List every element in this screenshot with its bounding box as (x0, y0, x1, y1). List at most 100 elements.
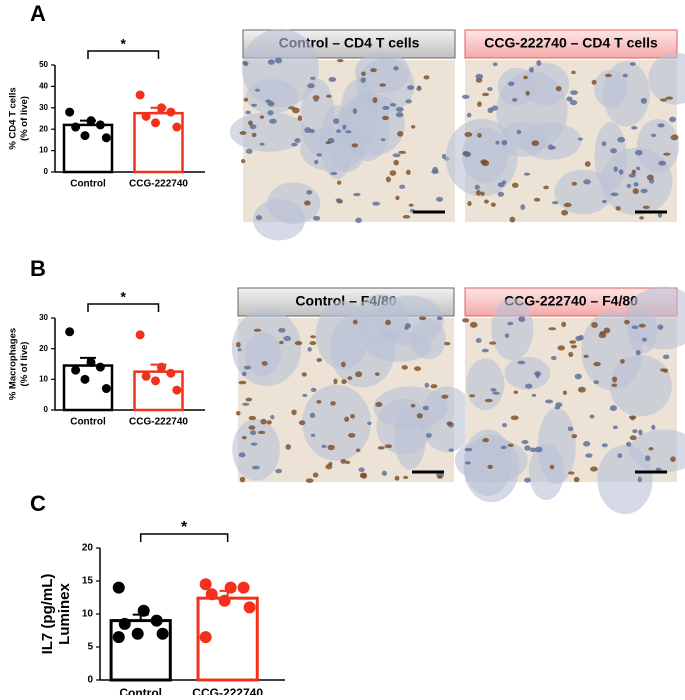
cell-nucleus (243, 97, 249, 102)
data-point (237, 581, 250, 594)
cell-nucleus (398, 150, 407, 154)
cell-nucleus (385, 176, 391, 183)
cell-nucleus (529, 67, 534, 73)
cell-nucleus (615, 206, 621, 211)
tissue-region (232, 418, 280, 481)
cell-nucleus (266, 420, 272, 425)
cell-nucleus (241, 158, 246, 164)
data-point (205, 588, 218, 601)
cell-nucleus (531, 393, 537, 397)
cell-nucleus (305, 478, 314, 483)
data-point (199, 578, 212, 591)
cell-nucleus (658, 160, 667, 166)
cell-nucleus (312, 215, 321, 221)
cell-nucleus (487, 87, 493, 91)
cell-nucleus (250, 442, 258, 446)
significance-label: * (181, 519, 188, 536)
cell-nucleus (513, 390, 518, 395)
cell-nucleus (325, 141, 331, 145)
cell-nucleus (639, 216, 644, 220)
cell-nucleus (628, 415, 637, 420)
cell-nucleus (536, 60, 542, 66)
tissue-region (394, 407, 426, 470)
cell-nucleus (358, 467, 365, 473)
data-point (172, 122, 182, 132)
data-point (80, 374, 90, 384)
cell-nucleus (657, 123, 665, 128)
cell-nucleus (375, 401, 383, 408)
cell-nucleus (384, 444, 393, 449)
y-axis-label: % CD4 T cells (8, 87, 19, 149)
cell-nucleus (629, 435, 637, 441)
cell-nucleus (626, 183, 632, 189)
cell-nucleus (475, 73, 484, 80)
cell-nucleus (642, 337, 647, 342)
cell-nucleus (261, 361, 268, 366)
cell-nucleus (372, 97, 378, 104)
cell-nucleus (481, 92, 490, 97)
cell-nucleus (313, 98, 319, 102)
cell-nucleus (241, 371, 247, 377)
data-point (80, 131, 90, 141)
cell-nucleus (298, 420, 306, 426)
data-point (224, 581, 237, 594)
cell-nucleus (265, 99, 272, 103)
cell-nucleus (462, 318, 470, 323)
data-point (71, 122, 81, 132)
cell-nucleus (245, 110, 251, 115)
cell-nucleus (618, 169, 624, 175)
cell-nucleus (361, 71, 366, 77)
cell-nucleus (555, 402, 563, 408)
cell-nucleus (463, 151, 472, 158)
cell-nucleus (408, 203, 414, 207)
cell-nucleus (446, 421, 453, 426)
cell-nucleus (525, 90, 530, 96)
y-axis-label: Luminex (56, 583, 73, 645)
cell-nucleus (582, 441, 591, 447)
cell-nucleus (566, 96, 573, 102)
cell-nucleus (341, 361, 346, 368)
cell-nucleus (401, 365, 408, 370)
cell-nucleus (648, 447, 654, 451)
cell-nucleus (612, 425, 618, 430)
cell-nucleus (312, 95, 320, 100)
data-point (71, 365, 81, 375)
cell-nucleus (302, 393, 308, 397)
tissue-region (597, 444, 653, 515)
cell-nucleus (604, 73, 612, 78)
cell-nucleus (351, 143, 359, 148)
y-tick-label: 40 (39, 82, 48, 91)
tissue-region (244, 332, 281, 376)
cell-nucleus (307, 83, 315, 89)
cell-nucleus (640, 188, 648, 194)
cell-nucleus (632, 429, 638, 434)
cell-nucleus (591, 79, 597, 85)
cell-nucleus (574, 373, 582, 380)
cell-nucleus (549, 464, 555, 470)
cell-nucleus (426, 433, 432, 438)
cell-nucleus (267, 59, 275, 65)
cell-nucleus (562, 390, 567, 396)
cell-nucleus (573, 476, 580, 483)
cell-nucleus (631, 126, 638, 130)
cell-nucleus (495, 140, 500, 145)
cell-nucleus (381, 115, 389, 121)
tissue-region (519, 122, 582, 160)
cell-nucleus (248, 425, 256, 430)
cell-nucleus (617, 453, 623, 458)
cell-nucleus (309, 341, 317, 346)
cell-nucleus (610, 148, 618, 154)
y-tick-label: 20 (39, 344, 48, 353)
cell-nucleus (636, 166, 641, 171)
cell-nucleus (489, 341, 497, 345)
cell-nucleus (312, 472, 319, 478)
cell-nucleus (238, 452, 246, 458)
data-point (218, 594, 231, 607)
data-point (166, 107, 176, 117)
cell-nucleus (291, 142, 298, 147)
cell-nucleus (402, 214, 411, 219)
cell-nucleus (292, 107, 300, 114)
cell-nucleus (461, 94, 470, 99)
cell-nucleus (631, 325, 639, 330)
